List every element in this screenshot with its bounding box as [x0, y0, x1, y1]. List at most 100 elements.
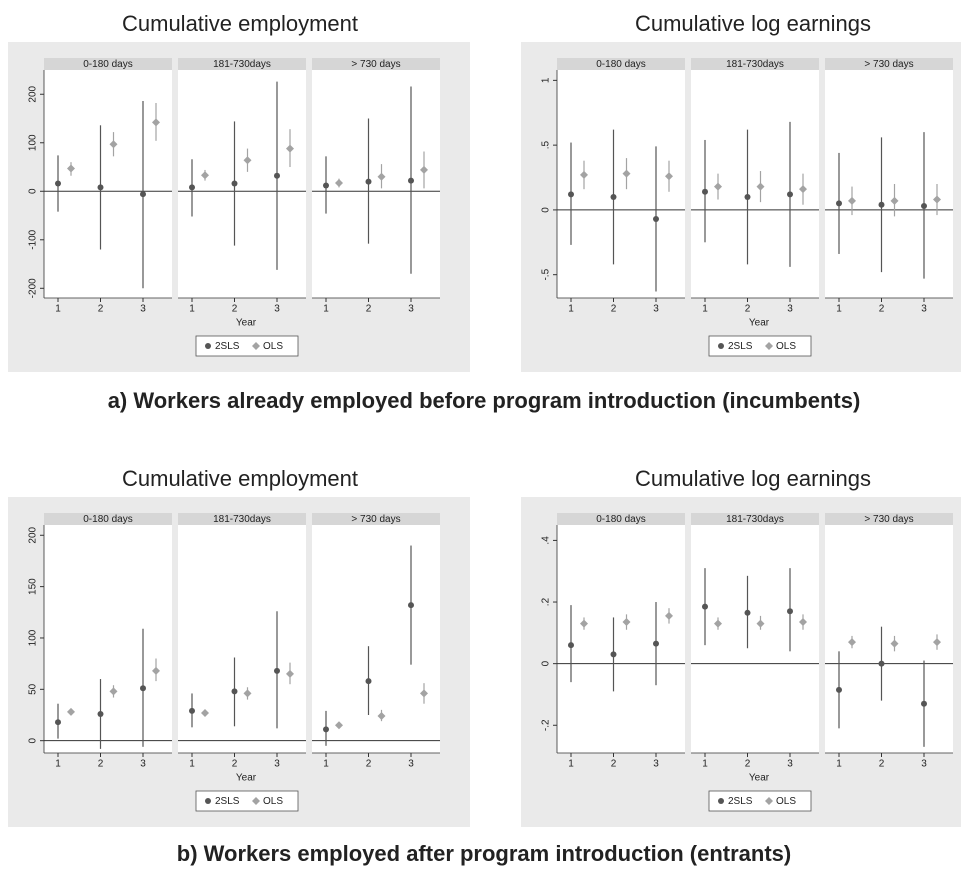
x-tick-label: 3 — [408, 304, 414, 315]
point — [152, 118, 160, 127]
point — [714, 182, 722, 191]
x-tick-label: 1 — [836, 759, 842, 770]
point — [787, 608, 793, 615]
point — [140, 685, 146, 692]
point — [189, 707, 195, 714]
x-tick-label: 1 — [323, 304, 329, 315]
x-tick-label: 2 — [611, 304, 617, 315]
point — [286, 144, 294, 153]
facet-strip — [691, 58, 819, 70]
legend — [195, 790, 299, 812]
facet-strip — [557, 513, 685, 525]
legend-marker — [252, 797, 260, 805]
x-tick-label: 3 — [408, 759, 414, 770]
y-tick-label: -200 — [28, 278, 39, 298]
point — [335, 721, 343, 730]
point — [377, 172, 386, 181]
x-axis-title: Year — [236, 318, 257, 329]
point — [744, 609, 751, 616]
point — [610, 193, 617, 200]
point — [610, 651, 617, 658]
x-tick-label: 1 — [702, 759, 708, 770]
point — [140, 191, 146, 198]
facet-plot — [825, 525, 953, 753]
point — [787, 191, 793, 198]
legend-marker — [205, 343, 211, 349]
y-tick-label: .4 — [541, 536, 552, 545]
x-tick-label: 2 — [745, 759, 751, 770]
x-tick-label: 1 — [55, 759, 61, 770]
x-tick-label: 3 — [787, 304, 793, 315]
legend — [195, 335, 299, 357]
x-tick-label: 1 — [568, 759, 574, 770]
point — [799, 185, 807, 194]
facet-strip — [44, 513, 172, 525]
y-tick-label: .5 — [541, 141, 552, 150]
chart-title: Cumulative log earnings — [635, 11, 871, 36]
legend — [708, 335, 812, 357]
facet-plot — [691, 525, 819, 753]
point — [274, 667, 280, 674]
x-tick-label: 2 — [232, 304, 238, 315]
x-tick-label: 1 — [189, 304, 195, 315]
x-tick-label: 2 — [745, 304, 751, 315]
facet-plot — [44, 70, 172, 298]
facet-strip — [691, 513, 819, 525]
facet-title: 0-180 days — [596, 514, 645, 525]
y-tick-label: -100 — [28, 229, 39, 249]
x-tick-label: 3 — [653, 759, 659, 770]
point — [702, 603, 708, 610]
legend-label: OLS — [263, 796, 283, 807]
x-axis-title: Year — [236, 773, 257, 784]
y-tick-label: 100 — [28, 629, 39, 646]
point — [702, 188, 708, 195]
facet-title: 0-180 days — [83, 514, 132, 525]
x-tick-label: 1 — [55, 304, 61, 315]
facet-plot — [691, 70, 819, 298]
point — [55, 180, 61, 187]
point — [201, 708, 209, 717]
point — [243, 689, 252, 698]
facet-plot — [557, 70, 685, 298]
facet-strip — [312, 513, 440, 525]
point — [377, 712, 386, 721]
x-tick-label: 1 — [568, 304, 574, 315]
point — [365, 678, 372, 685]
point — [714, 619, 722, 628]
legend-label: 2SLS — [728, 796, 753, 807]
legend — [708, 790, 812, 812]
y-tick-label: 200 — [28, 85, 39, 102]
legend-marker — [205, 798, 211, 804]
point — [799, 618, 807, 627]
x-axis-title: Year — [749, 773, 770, 784]
x-tick-label: 2 — [366, 759, 372, 770]
facet-strip — [557, 58, 685, 70]
y-tick-label: 50 — [28, 683, 39, 695]
x-tick-label: 2 — [879, 759, 885, 770]
point — [921, 700, 927, 707]
facet-plot — [44, 525, 172, 753]
chart-title: Cumulative employment — [122, 11, 358, 36]
y-tick-label: 1 — [541, 77, 552, 83]
point — [622, 169, 631, 178]
legend-label: 2SLS — [215, 796, 240, 807]
point — [189, 184, 195, 191]
point — [890, 196, 899, 205]
x-tick-label: 3 — [921, 759, 927, 770]
legend-label: OLS — [776, 796, 796, 807]
legend-marker — [718, 343, 724, 349]
y-tick-label: 0 — [28, 188, 39, 194]
point — [622, 618, 631, 627]
legend-label: OLS — [263, 341, 283, 352]
legend-label: OLS — [776, 341, 796, 352]
x-tick-label: 3 — [274, 304, 280, 315]
point — [756, 619, 765, 628]
point — [408, 177, 414, 184]
point — [201, 171, 209, 180]
point — [335, 179, 343, 188]
facet-title: 181-730days — [726, 59, 784, 70]
point — [243, 156, 252, 165]
point — [323, 182, 329, 189]
legend-marker — [765, 797, 773, 805]
facet-strip — [178, 513, 306, 525]
